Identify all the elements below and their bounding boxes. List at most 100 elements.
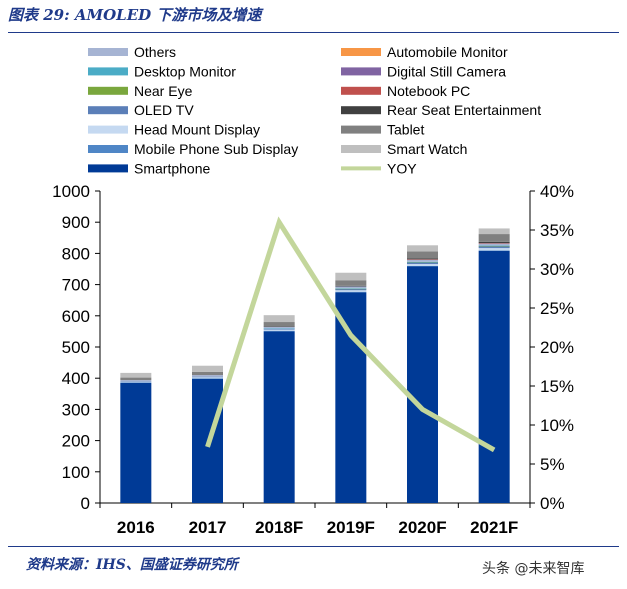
y2-tick-label: 40% bbox=[540, 182, 574, 201]
y-tick-label: 600 bbox=[62, 307, 90, 326]
legend: Others Automobile Monitor Desktop Monitor D… bbox=[88, 44, 541, 176]
y-tick-label: 500 bbox=[62, 338, 90, 357]
bar-rear-seat-entertainment bbox=[335, 285, 367, 287]
bars bbox=[120, 228, 510, 503]
y-tick-label: 100 bbox=[62, 463, 90, 482]
bar-mobile-phone-sub-display bbox=[263, 330, 295, 332]
bar-oled-tv bbox=[263, 328, 295, 330]
bar-smart-watch bbox=[478, 228, 510, 235]
x-tick-label: 2021F bbox=[470, 518, 518, 537]
bar-smart-watch bbox=[263, 315, 295, 323]
y-tick-label: 300 bbox=[62, 400, 90, 419]
bar-tablet bbox=[335, 280, 367, 286]
bar-smart-watch bbox=[335, 272, 367, 281]
bar-head-mount-display bbox=[120, 381, 152, 383]
watermark: 头条 @未来智库 bbox=[482, 561, 585, 577]
legend-label-smart-watch: Smart Watch bbox=[387, 141, 467, 157]
bar-oled-tv bbox=[478, 246, 510, 249]
bar-others bbox=[478, 243, 510, 246]
legend-label-smartphone: Smartphone bbox=[134, 160, 210, 176]
bar-others bbox=[407, 259, 438, 262]
bar-smartphone bbox=[478, 250, 510, 503]
legend-swatch-head-mount-display bbox=[88, 125, 128, 134]
legend-label-digital-still-camera: Digital Still Camera bbox=[387, 63, 506, 79]
tick-labels: 0 100 200 300 400 500 600 700 800 900 1000 0% 5% 10% 1… bbox=[52, 182, 574, 537]
legend-swatch-mobile-phone-sub-display bbox=[88, 145, 128, 153]
legend-swatch-desktop-monitor bbox=[88, 67, 128, 76]
bar-smartphone bbox=[407, 266, 438, 503]
bar-smart-watch bbox=[407, 245, 438, 252]
bar-smart-watch bbox=[192, 365, 223, 372]
bar-mobile-phone-sub-display bbox=[120, 382, 152, 383]
y2-tick-label: 30% bbox=[540, 260, 574, 279]
y2-tick-label: 20% bbox=[540, 338, 574, 357]
legend-swatch-smartphone bbox=[88, 164, 128, 173]
title-rule bbox=[8, 32, 619, 33]
legend-label-automobile-monitor: Automobile Monitor bbox=[387, 44, 508, 60]
bar-head-mount-display bbox=[407, 264, 438, 266]
bar-others bbox=[263, 326, 295, 329]
bar-notebook-pc bbox=[478, 243, 510, 244]
legend-label-mobile-phone-sub-display: Mobile Phone Sub Display bbox=[134, 141, 298, 157]
figure-source: 资料来源：IHS、国盛证券研究所 bbox=[26, 557, 238, 573]
bar-mobile-phone-sub-display bbox=[335, 291, 367, 293]
legend-label-head-mount-display: Head Mount Display bbox=[134, 122, 260, 138]
legend-swatch-tablet bbox=[341, 125, 381, 134]
bar-rear-seat-entertainment bbox=[263, 326, 295, 327]
y2-tick-label: 10% bbox=[540, 416, 574, 435]
bar-head-mount-display bbox=[263, 329, 295, 331]
bar-others bbox=[120, 380, 152, 382]
bar-tablet bbox=[407, 251, 438, 259]
y-tick-label: 700 bbox=[62, 276, 90, 295]
y2-tick-label: 25% bbox=[540, 299, 574, 318]
y2-tick-label: 35% bbox=[540, 221, 574, 240]
legend-label-desktop-monitor: Desktop Monitor bbox=[134, 63, 236, 79]
y2-tick-label: 5% bbox=[540, 455, 565, 474]
bar-near-eye bbox=[335, 288, 367, 290]
legend-swatch-smart-watch bbox=[341, 145, 381, 153]
legend-swatch-rear-seat-entertainment bbox=[341, 106, 381, 115]
y-tick-label: 800 bbox=[62, 244, 90, 263]
bar-near-eye bbox=[407, 262, 438, 263]
legend-swatch-others bbox=[88, 48, 128, 56]
legend-label-tablet: Tablet bbox=[387, 122, 424, 138]
y2-tick-label: 15% bbox=[540, 377, 574, 396]
bar-rear-seat-entertainment bbox=[478, 241, 510, 244]
y-tick-label: 200 bbox=[62, 432, 90, 451]
bar-smartphone bbox=[335, 292, 367, 503]
bar-desktop-monitor bbox=[407, 261, 438, 263]
bar-tablet bbox=[192, 371, 223, 376]
bar-head-mount-display bbox=[478, 248, 510, 251]
bar-tablet bbox=[120, 377, 152, 381]
bar-oled-tv bbox=[120, 381, 152, 382]
bar-smartphone bbox=[120, 382, 152, 503]
y-tick-label: 0 bbox=[81, 494, 90, 513]
bar-mobile-phone-sub-display bbox=[478, 250, 510, 251]
bar-oled-tv bbox=[192, 376, 223, 378]
yoy-line bbox=[205, 216, 496, 453]
legend-swatch-near-eye bbox=[88, 86, 128, 95]
y-tick-label: 400 bbox=[62, 369, 90, 388]
legend-swatch-notebook-pc bbox=[341, 86, 381, 95]
bar-smart-watch bbox=[120, 372, 152, 378]
legend-label-others: Others bbox=[134, 44, 176, 60]
legend-label-rear-seat-entertainment: Rear Seat Entertainment bbox=[387, 102, 541, 118]
legend-label-notebook-pc: Notebook PC bbox=[387, 83, 470, 99]
legend-swatch-automobile-monitor bbox=[341, 48, 381, 56]
bar-oled-tv bbox=[335, 288, 367, 291]
source-rule bbox=[8, 546, 619, 547]
yoy-line-path bbox=[205, 216, 496, 453]
legend-label-oled-tv: OLED TV bbox=[134, 102, 194, 118]
x-tick-label: 2017 bbox=[189, 518, 227, 537]
legend-label-near-eye: Near Eye bbox=[134, 83, 193, 99]
bar-tablet bbox=[478, 234, 510, 242]
bar-others bbox=[192, 375, 223, 377]
legend-label-yoy: YOY bbox=[387, 160, 417, 176]
bar-oled-tv bbox=[407, 262, 438, 265]
bar-desktop-monitor bbox=[478, 245, 510, 247]
x-tick-label: 2020F bbox=[398, 518, 446, 537]
x-tick-label: 2016 bbox=[117, 518, 155, 537]
x-tick-label: 2019F bbox=[327, 518, 375, 537]
bar-mobile-phone-sub-display bbox=[407, 265, 438, 267]
